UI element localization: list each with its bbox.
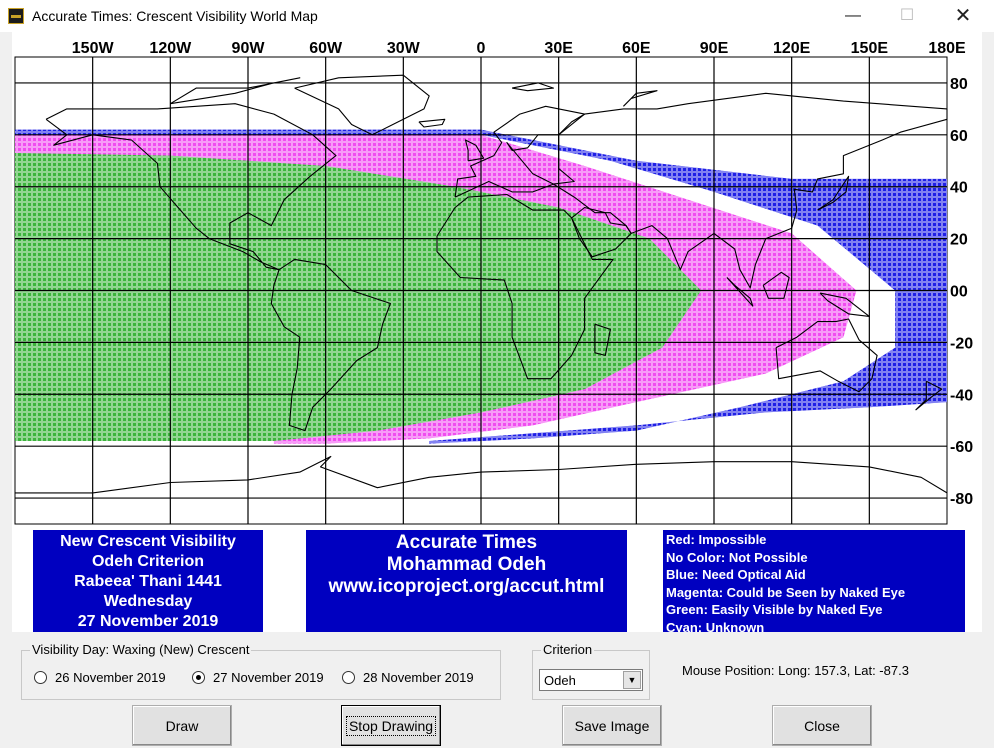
criterion-group: Criterion Odeh ▼: [532, 642, 650, 700]
coastlines: [15, 74, 948, 494]
close-window-button[interactable]: ✕: [954, 5, 972, 27]
green-band-texture: [15, 153, 702, 441]
longitude-label: 150E: [851, 40, 889, 57]
coastline: [819, 292, 870, 317]
coastline: [553, 92, 948, 289]
criterion-label: Criterion: [541, 642, 595, 657]
app-icon: [8, 8, 24, 24]
credits-author: Mohammad Odeh: [386, 554, 547, 575]
longitude-label: 90W: [232, 40, 266, 57]
info-title: New Crescent Visibility: [60, 533, 236, 550]
longitude-label: 150W: [72, 40, 115, 57]
coastline: [294, 74, 430, 136]
magenta-band-texture: [15, 134, 857, 444]
coastline: [436, 193, 614, 380]
info-criterion: Odeh Criterion: [91, 553, 204, 570]
coastline: [817, 175, 850, 211]
mouse-position-readout: Mouse Position: Long: 157.3, Lat: -87.3: [682, 663, 909, 678]
map-grid: [15, 57, 947, 524]
radio-label: 26 November 2019: [55, 669, 166, 685]
longitude-label: 180E: [928, 40, 966, 57]
minimize-button[interactable]: —: [845, 7, 861, 24]
latitude-label: 40: [950, 180, 968, 197]
info-weekday: Wednesday: [103, 593, 193, 610]
longitude-label: 90E: [700, 40, 729, 57]
legend-none: No Color: Not Possible: [666, 549, 808, 565]
coastline: [571, 206, 632, 258]
longitude-label: 0: [477, 40, 486, 57]
visibility-day-label: Visibility Day: Waxing (New) Crescent: [30, 642, 252, 657]
world-map-canvas[interactable]: 150W 120W 90W 60W 30W 0 30E 60E 90E 120E 150E 180E …: [12, 32, 982, 632]
longitude-labels: 150W 120W 90W 60W 30W 0 30E 60E 90E 120E 150E 180E: [72, 40, 966, 57]
coastline: [464, 139, 485, 162]
latitude-label: 60: [950, 128, 968, 145]
coastline: [15, 455, 948, 494]
window-title: Accurate Times: Crescent Visibility Worl…: [32, 8, 318, 24]
radio-label: 28 November 2019: [363, 669, 474, 685]
longitude-label: 60E: [622, 40, 651, 57]
dropdown-arrow-icon[interactable]: ▼: [623, 671, 641, 689]
legend-box: Red: Impossible No Color: Not Possible B…: [663, 530, 965, 632]
legend-red: Red: Impossible: [666, 532, 767, 547]
legend-cyan: Cyan: Unknown: [666, 619, 765, 633]
crescent-info-box: New Crescent Visibility Odeh Criterion R…: [33, 530, 263, 632]
criterion-select[interactable]: Odeh ▼: [539, 669, 643, 691]
longitude-label: 120E: [773, 40, 811, 57]
coastline: [623, 90, 658, 107]
radio-button-selected-icon[interactable]: [192, 670, 205, 684]
coastline: [270, 258, 391, 432]
latitude-label: -20: [950, 335, 973, 352]
visibility-day-group: Visibility Day: Waxing (New) Crescent 26…: [21, 642, 501, 700]
longitude-label: 60W: [309, 40, 343, 57]
criterion-value: Odeh: [544, 673, 576, 688]
legend-magenta: Magenta: Could be Seen by Naked Eye: [666, 584, 906, 600]
coastline: [726, 277, 754, 307]
radio-button-icon[interactable]: [34, 670, 47, 684]
coastline: [775, 318, 878, 393]
stop-drawing-button[interactable]: Stop Drawing: [341, 705, 441, 746]
latitude-label: -80: [950, 491, 973, 508]
credits-app: Accurate Times: [395, 532, 538, 553]
coastline: [594, 323, 611, 356]
longitude-label: 30E: [544, 40, 573, 57]
radio-27-november[interactable]: 27 November 2019: [192, 669, 324, 685]
radio-button-icon[interactable]: [342, 670, 355, 684]
coastline: [454, 105, 586, 198]
coastline: [762, 271, 790, 299]
coastline: [511, 82, 555, 92]
coastline: [915, 380, 943, 411]
latitude-label: 20: [950, 232, 968, 249]
info-date: 27 November 2019: [77, 613, 219, 630]
radio-26-november[interactable]: 26 November 2019: [34, 669, 166, 685]
latitude-label: -60: [950, 439, 973, 456]
longitude-label: 30W: [387, 40, 421, 57]
title-bar: Accurate Times: Crescent Visibility Worl…: [0, 0, 994, 32]
longitude-label: 120W: [149, 40, 192, 57]
draw-button[interactable]: Draw: [132, 705, 232, 746]
maximize-button[interactable]: ☐: [899, 7, 915, 24]
latitude-label: 00: [950, 284, 968, 301]
latitude-label: -40: [950, 387, 973, 404]
radio-28-november[interactable]: 28 November 2019: [342, 669, 474, 685]
credits-url: www.icoproject.org/accut.html: [328, 576, 605, 597]
credits-box: Accurate Times Mohammad Odeh www.icoproj…: [306, 530, 627, 632]
close-button[interactable]: Close: [772, 705, 872, 746]
coastline: [418, 118, 446, 128]
radio-label: 27 November 2019: [213, 669, 324, 685]
legend-blue: Blue: Need Optical Aid: [666, 567, 806, 582]
coastline: [170, 77, 301, 105]
coastline: [45, 103, 337, 271]
visibility-map[interactable]: 150W 120W 90W 60W 30W 0 30E 60E 90E 120E 150E 180E …: [12, 32, 982, 632]
latitude-labels: 80 60 40 20 00 -20 -40 -60 -80: [950, 76, 973, 508]
latitude-label: 80: [950, 76, 968, 93]
legend-green: Green: Easily Visible by Naked Eye: [666, 602, 883, 617]
save-image-button[interactable]: Save Image: [562, 705, 662, 746]
info-hijri-month: Rabeea' Thani 1441: [74, 573, 222, 590]
